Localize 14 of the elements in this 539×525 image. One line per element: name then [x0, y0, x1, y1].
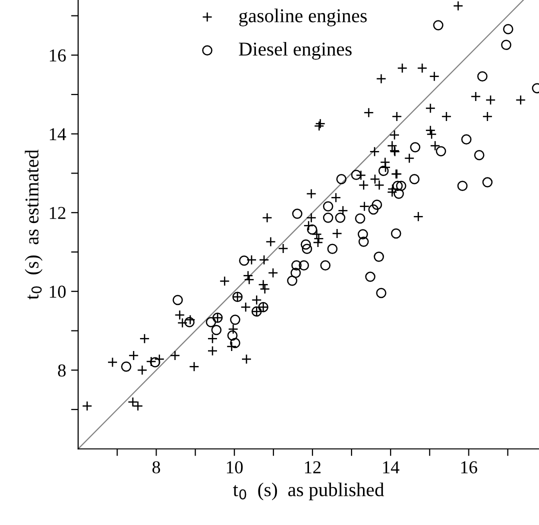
x-axis-title: t$_{0}$ (s) as published	[233, 482, 384, 500]
x-tick-label: 16	[461, 461, 478, 474]
x-tick-label: 8	[152, 461, 160, 474]
y-tick-label: 12	[50, 206, 66, 219]
x-tick-label: 10	[226, 461, 243, 474]
y-tick-label: 14	[50, 128, 66, 140]
x-tick-label: 14	[383, 461, 400, 474]
x-tick-label: 12	[305, 461, 321, 474]
y-axis-title: t$_{0}$ (s) as estimated	[24, 150, 42, 300]
y-tick-label: 10	[50, 286, 66, 298]
y-tick-label: 16	[50, 49, 66, 62]
legend-label: Diesel engines	[238, 42, 352, 60]
y-tick-label: 8	[58, 364, 66, 377]
legend-label: gasoline engines	[239, 8, 367, 26]
